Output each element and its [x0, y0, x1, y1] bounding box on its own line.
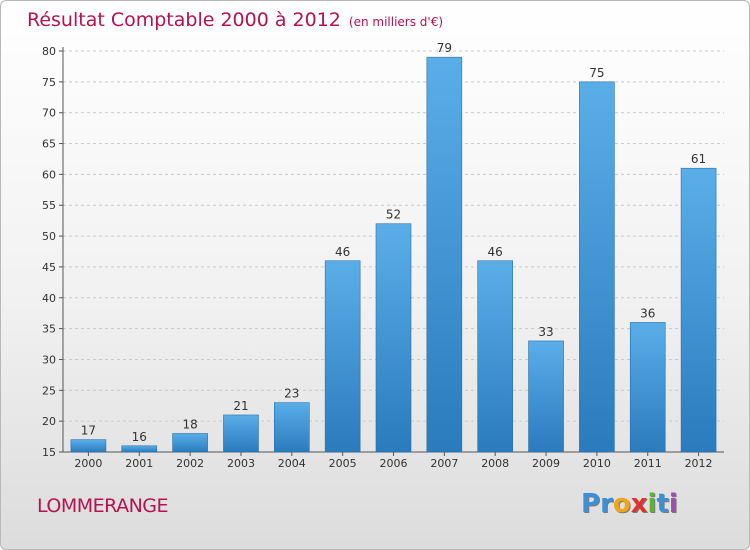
bar-value-label: 21 [233, 399, 248, 413]
x-tick-label: 2008 [481, 457, 509, 470]
y-tick-label: 35 [42, 323, 56, 336]
bar [477, 260, 513, 453]
bar-value-label: 33 [538, 325, 553, 339]
y-tick-label: 15 [42, 446, 56, 459]
x-tick-label: 2004 [278, 457, 306, 470]
bar [121, 445, 158, 453]
bar [629, 322, 666, 453]
bars [70, 56, 717, 453]
logo-letter: i [668, 489, 678, 519]
y-tick-label: 70 [42, 107, 56, 120]
bar [70, 439, 107, 453]
y-tick-label: 65 [42, 138, 56, 151]
proxiti-logo[interactable]: Proxiti [581, 489, 678, 519]
bar-value-label: 36 [640, 306, 655, 320]
y-tick-label: 60 [42, 168, 56, 181]
x-tick-label: 2010 [583, 457, 611, 470]
x-tick-label: 2012 [685, 457, 713, 470]
bar-value-label: 79 [437, 41, 452, 55]
y-tick-label: 55 [42, 199, 56, 212]
x-tick-label: 2009 [532, 457, 560, 470]
bar [172, 433, 208, 453]
logo-letter: r [600, 489, 613, 519]
logo-letter: o [612, 489, 631, 519]
labels: 17 2000 16 2001 18 2002 21 2003 23 2004 46 2005 52 20… [74, 41, 712, 470]
bar [426, 56, 463, 453]
x-tick-label: 2011 [634, 457, 662, 470]
y-tick-label: 45 [42, 261, 56, 274]
bar [274, 402, 310, 453]
bar [680, 167, 717, 453]
x-tick-label: 2006 [380, 457, 408, 470]
y-tick-label: 20 [42, 415, 56, 428]
chart-title-text: Résultat Comptable 2000 à 2012 [27, 9, 341, 31]
bar [375, 223, 412, 453]
logo-letter: i [647, 489, 657, 519]
bar [528, 340, 564, 453]
x-tick-label: 2002 [176, 457, 204, 470]
chart-title: Résultat Comptable 2000 à 2012 (en millie… [27, 9, 443, 31]
y-tick-label: 25 [42, 384, 56, 397]
x-tick-label: 2005 [329, 457, 357, 470]
logo-letter: P [581, 489, 601, 519]
bar-value-label: 75 [589, 66, 604, 80]
chart-subtitle: (en milliers d'€) [348, 15, 444, 29]
bar [324, 260, 361, 453]
y-tick-label: 40 [42, 292, 56, 305]
x-tick-label: 2000 [74, 457, 102, 470]
y-tick-label: 80 [42, 45, 56, 58]
bar-value-label: 61 [691, 152, 706, 166]
y-tick-label: 75 [42, 76, 56, 89]
bar-value-label: 16 [132, 430, 147, 444]
bar-value-label: 52 [386, 208, 401, 222]
x-tick-label: 2003 [227, 457, 255, 470]
bar-value-label: 18 [182, 417, 197, 431]
logo-letter: t [656, 489, 669, 519]
commune-name: LOMMERANGE [37, 495, 169, 517]
bar-value-label: 46 [335, 245, 350, 259]
logo-letter: x [630, 489, 648, 519]
bar [223, 414, 259, 453]
bar-value-label: 17 [81, 424, 96, 438]
bar [579, 81, 615, 453]
bar-value-label: 46 [488, 245, 503, 259]
bar-value-label: 23 [284, 387, 299, 401]
y-tick-label: 50 [42, 230, 56, 243]
x-tick-label: 2007 [430, 457, 458, 470]
x-tick-label: 2001 [125, 457, 153, 470]
y-tick-label: 30 [42, 353, 56, 366]
